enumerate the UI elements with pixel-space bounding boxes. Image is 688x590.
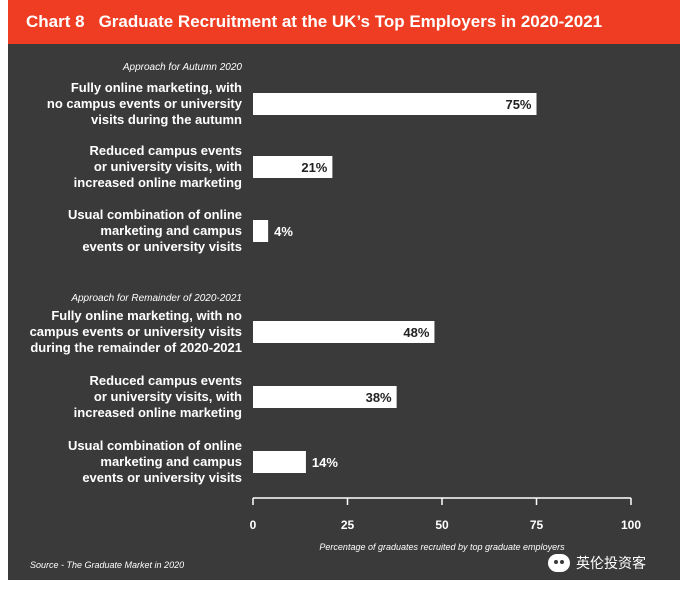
x-tick-label: 25	[341, 518, 355, 532]
chart-panel: Approach for Autumn 2020 Fully online mar…	[8, 44, 680, 580]
bar	[253, 220, 269, 242]
chart-title: Graduate Recruitment at the UK’s Top Emp…	[98, 12, 603, 31]
bar	[253, 386, 397, 408]
watermark-text: 英伦投资客	[576, 555, 646, 571]
wechat-icon	[548, 554, 570, 572]
data-label: 4%	[274, 224, 293, 239]
bar	[253, 321, 435, 343]
data-label: 14%	[312, 455, 338, 470]
data-label: 21%	[301, 160, 327, 175]
bar-category-label: Usual combination of online marketing and…	[68, 207, 242, 254]
x-tick-label: 50	[435, 518, 449, 532]
bar-category-label: Reduced campus events or university visit…	[74, 373, 242, 420]
bar	[253, 156, 333, 178]
x-tick-label: 100	[621, 518, 641, 532]
source-note: Source - The Graduate Market in 2020	[30, 560, 184, 570]
bar	[253, 451, 306, 473]
x-tick-label: 75	[530, 518, 544, 532]
bar-category-label: Usual combination of online marketing and…	[68, 438, 242, 485]
bar-category-label: Reduced campus events or university visit…	[74, 143, 242, 190]
chart-number: Chart 8	[26, 12, 85, 31]
data-label: 48%	[403, 325, 429, 340]
x-axis-label: Percentage of graduates recruited by top…	[319, 542, 565, 552]
bar-category-label: Fully online marketing, with no campus ev…	[30, 308, 242, 355]
bar-category-label: Fully online marketing, with no campus ev…	[47, 80, 243, 127]
group-header: Approach for Autumn 2020	[122, 62, 243, 73]
data-label: 75%	[505, 97, 531, 112]
chart-header: Chart 8 Graduate Recruitment at the UK’s…	[8, 0, 680, 44]
data-label: 38%	[366, 390, 392, 405]
group-header: Approach for Remainder of 2020-2021	[70, 293, 242, 304]
x-tick-label: 0	[250, 518, 257, 532]
bar	[253, 93, 537, 115]
watermark: 英伦投资客	[548, 550, 678, 576]
bar-chart: Approach for Autumn 2020 Fully online mar…	[30, 62, 642, 570]
